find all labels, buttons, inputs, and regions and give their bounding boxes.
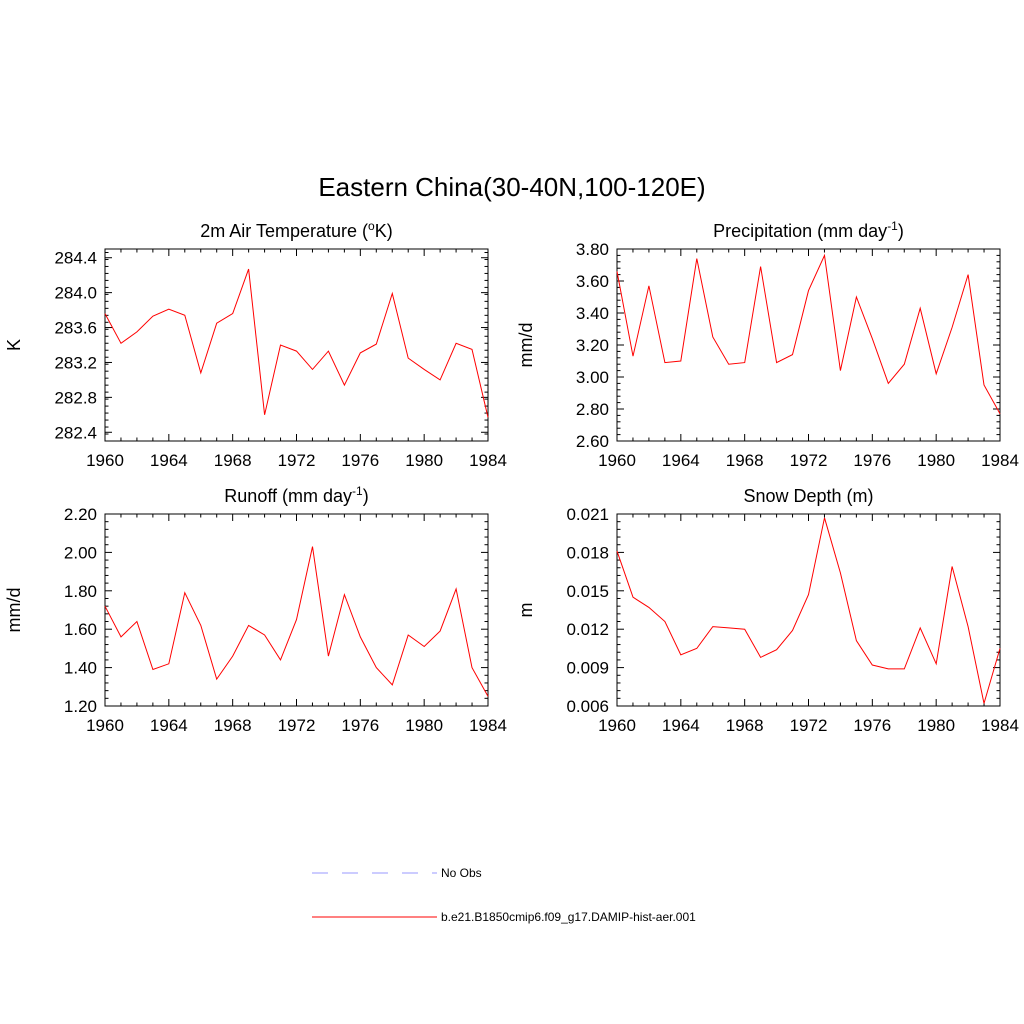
y-tick-label: 284.0	[54, 284, 97, 303]
panel-title: 2m Air Temperature (oK)	[200, 219, 392, 241]
y-tick-label: 3.80	[576, 240, 609, 259]
legend-label: No Obs	[441, 866, 482, 880]
x-tick-label: 1972	[278, 451, 316, 470]
y-tick-label: 283.6	[54, 319, 97, 338]
x-tick-label: 1960	[86, 716, 124, 735]
y-tick-label: 284.4	[54, 249, 97, 268]
y-tick-label: 2.00	[64, 543, 97, 562]
x-tick-label: 1980	[405, 451, 443, 470]
x-tick-label: 1976	[341, 716, 379, 735]
y-tick-label: 2.80	[576, 400, 609, 419]
panel-title: Snow Depth (m)	[743, 486, 873, 506]
plot-frame	[104, 513, 489, 707]
y-tick-label: 0.021	[566, 505, 609, 524]
series-line	[616, 253, 1001, 415]
x-tick-label: 1964	[662, 716, 700, 735]
x-tick-label: 1960	[86, 451, 124, 470]
chart-panel-3: Runoff (mm day-1) mm/d 1960 1964 1968 1972 197…	[4, 484, 507, 735]
y-tick-label: 3.40	[576, 304, 609, 323]
x-tick-label: 1976	[341, 451, 379, 470]
x-tick-label: 1968	[214, 716, 252, 735]
series-line	[104, 546, 489, 697]
x-tick-label: 1968	[214, 451, 252, 470]
y-tick-label: 1.80	[64, 582, 97, 601]
x-tick-label: 1980	[917, 716, 955, 735]
chart-panel-2: Precipitation (mm day-1) mm/d 1960 1964 1968…	[516, 219, 1019, 470]
legend-label: b.e21.B1850cmip6.f09_g17.DAMIP-hist-aer.…	[441, 910, 696, 924]
x-tick-label: 1984	[981, 451, 1019, 470]
legend: No Obs b.e21.B1850cmip6.f09_g17.DAMIP-his…	[312, 866, 696, 924]
y-tick-label: 1.60	[64, 620, 97, 639]
x-tick-label: 1976	[853, 716, 891, 735]
x-tick-label: 1964	[150, 451, 188, 470]
x-tick-label: 1960	[598, 451, 636, 470]
x-tick-label: 1984	[981, 716, 1019, 735]
x-tick-label: 1980	[405, 716, 443, 735]
y-tick-label: 282.8	[54, 388, 97, 407]
x-tick-label: 1980	[917, 451, 955, 470]
y-axis-label: mm/d	[516, 323, 536, 368]
chart-panels: 2m Air Temperature (oK) K 1960 1964 1968 1972…	[4, 219, 1019, 735]
x-tick-label: 1964	[150, 716, 188, 735]
x-tick-label: 1964	[662, 451, 700, 470]
x-tick-label: 1972	[790, 716, 828, 735]
y-tick-label: 0.006	[566, 697, 609, 716]
y-tick-label: 3.20	[576, 336, 609, 355]
x-tick-label: 1984	[469, 716, 507, 735]
x-tick-label: 1960	[598, 716, 636, 735]
y-tick-label: 0.015	[566, 582, 609, 601]
x-tick-label: 1968	[726, 716, 764, 735]
y-tick-label: 283.2	[54, 353, 97, 372]
x-tick-label: 1976	[853, 451, 891, 470]
panel-title: Runoff (mm day-1)	[224, 484, 368, 506]
figure-title: Eastern China(30-40N,100-120E)	[318, 172, 705, 202]
y-tick-label: 3.00	[576, 368, 609, 387]
series-line	[616, 517, 1001, 704]
plot-frame	[104, 248, 489, 442]
y-tick-label: 2.20	[64, 505, 97, 524]
y-tick-label: 1.20	[64, 697, 97, 716]
y-axis-label: K	[4, 339, 24, 351]
chart-panel-1: 2m Air Temperature (oK) K 1960 1964 1968 1972…	[4, 219, 507, 470]
x-tick-label: 1972	[278, 716, 316, 735]
chart-panel-4: Snow Depth (m) m 1960 1964 1968 1972 1976 1980 1…	[516, 486, 1019, 735]
y-tick-label: 0.018	[566, 543, 609, 562]
x-tick-label: 1984	[469, 451, 507, 470]
y-tick-label: 3.60	[576, 272, 609, 291]
y-axis-label: m	[516, 603, 536, 618]
plot-frame	[616, 513, 1001, 707]
series-line	[104, 268, 489, 418]
y-tick-label: 0.012	[566, 620, 609, 639]
y-tick-label: 0.009	[566, 659, 609, 678]
panel-title: Precipitation (mm day-1)	[713, 219, 904, 241]
y-tick-label: 282.4	[54, 423, 97, 442]
plot-frame	[616, 248, 1001, 442]
y-tick-label: 1.40	[64, 659, 97, 678]
y-tick-label: 2.60	[576, 432, 609, 451]
x-tick-label: 1972	[790, 451, 828, 470]
x-tick-label: 1968	[726, 451, 764, 470]
y-axis-label: mm/d	[4, 588, 24, 633]
